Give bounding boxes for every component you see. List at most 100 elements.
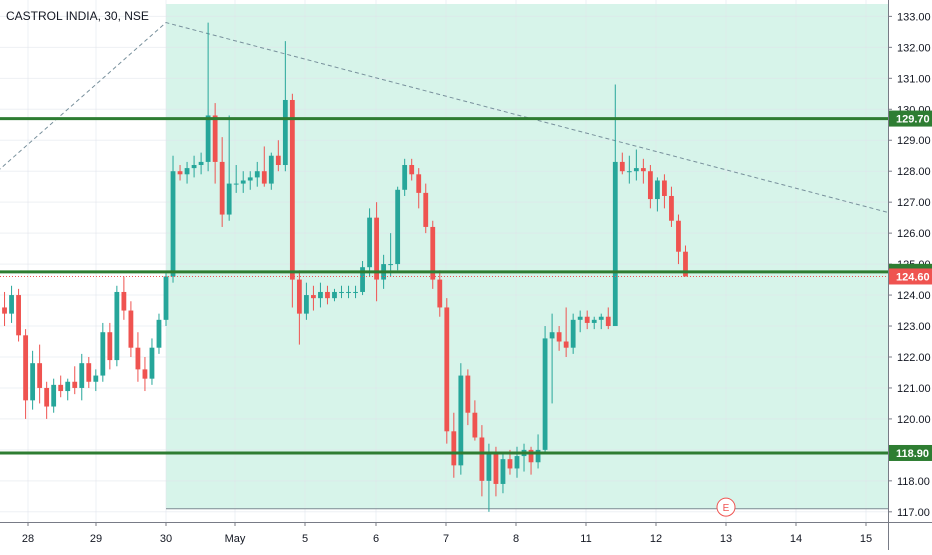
candle-body[interactable] [626, 171, 632, 173]
candle-body[interactable] [226, 183, 232, 215]
candle-body[interactable] [16, 295, 21, 336]
candle-body[interactable] [170, 171, 176, 277]
candle-body[interactable] [423, 192, 429, 227]
candle-body[interactable] [612, 161, 618, 327]
candle-body[interactable] [416, 174, 422, 193]
candle-body[interactable] [44, 387, 50, 407]
candle-body[interactable] [296, 279, 302, 314]
candle-body[interactable] [135, 347, 141, 370]
candle-body[interactable] [114, 291, 120, 361]
candle-body[interactable] [591, 319, 597, 323]
candle-body[interactable] [163, 276, 169, 320]
candle-body[interactable] [23, 335, 28, 401]
candle-body[interactable] [261, 171, 267, 184]
candle-body[interactable] [669, 195, 674, 221]
candle-body[interactable] [289, 99, 295, 280]
candle-body[interactable] [254, 171, 260, 178]
candle-body[interactable] [676, 220, 681, 252]
candle-body[interactable] [444, 307, 450, 432]
candle-body[interactable] [500, 459, 506, 484]
candle-body[interactable] [346, 291, 351, 293]
candle-body[interactable] [633, 168, 639, 172]
candle-body[interactable] [430, 226, 436, 280]
candle-body[interactable] [311, 295, 316, 299]
candle-body[interactable] [79, 363, 85, 388]
candle-body[interactable] [486, 452, 492, 481]
candle-body[interactable] [605, 316, 611, 327]
candle-body[interactable] [584, 316, 590, 323]
candle-body[interactable] [514, 456, 520, 469]
event-marker-icon[interactable] [716, 497, 736, 517]
candle-body[interactable] [542, 338, 548, 450]
candle-body[interactable] [598, 316, 604, 320]
candle-body[interactable] [198, 161, 204, 166]
candle-body[interactable] [577, 316, 583, 320]
candle-body[interactable] [233, 183, 239, 185]
candle-body[interactable] [191, 165, 197, 169]
candle-body[interactable] [535, 449, 541, 463]
candle-body[interactable] [332, 291, 337, 299]
candle-body[interactable] [325, 291, 330, 299]
candle-body[interactable] [318, 291, 323, 299]
candle-body[interactable] [121, 291, 127, 311]
candle-body[interactable] [65, 381, 71, 392]
candle-body[interactable] [353, 291, 358, 293]
candle-body[interactable] [556, 332, 562, 342]
candle-body[interactable] [177, 171, 183, 175]
candle-body[interactable] [58, 384, 64, 392]
candle-body[interactable] [472, 412, 478, 438]
candle-body[interactable] [184, 168, 190, 175]
candle-body[interactable] [493, 452, 499, 484]
candle-body[interactable] [275, 155, 281, 166]
candle-body[interactable] [563, 341, 569, 348]
candle-body[interactable] [247, 177, 253, 181]
candle-body[interactable] [9, 295, 14, 314]
candle-body[interactable] [240, 180, 246, 184]
candle-body[interactable] [570, 319, 576, 348]
candle-body[interactable] [528, 449, 534, 463]
time-axis-panel[interactable] [0, 522, 888, 550]
candle-body[interactable] [388, 264, 394, 266]
candle-body[interactable] [304, 295, 309, 314]
candle-body[interactable] [51, 384, 57, 407]
candle-body[interactable] [339, 291, 344, 293]
candle-body[interactable] [655, 180, 660, 200]
candle-body[interactable] [212, 115, 218, 162]
candle-body[interactable] [282, 99, 288, 166]
candle-body[interactable] [402, 165, 408, 190]
candle-body[interactable] [268, 155, 274, 184]
candle-body[interactable] [107, 332, 113, 361]
candle-body[interactable] [93, 375, 99, 382]
candle-body[interactable] [149, 347, 155, 379]
candle-body[interactable] [549, 332, 555, 339]
candle-body[interactable] [72, 381, 78, 388]
candle-body[interactable] [374, 217, 379, 280]
candle-body[interactable] [37, 363, 43, 388]
candle-body[interactable] [662, 180, 667, 196]
candle-body[interactable] [507, 459, 513, 469]
candle-body[interactable] [100, 332, 106, 376]
candle-body[interactable] [205, 115, 211, 162]
candle-body[interactable] [458, 375, 464, 466]
candle-body[interactable] [219, 161, 225, 215]
candle-body[interactable] [619, 161, 625, 172]
trendline[interactable] [0, 22, 897, 216]
candle-body[interactable] [395, 189, 401, 265]
candle-body[interactable] [86, 363, 92, 382]
candle-body[interactable] [128, 310, 134, 348]
candle-body[interactable] [451, 431, 457, 466]
candle-body[interactable] [437, 279, 443, 308]
candle-body[interactable] [142, 369, 148, 379]
candle-body[interactable] [479, 437, 485, 481]
candle-body[interactable] [30, 363, 36, 401]
candle-body[interactable] [647, 171, 653, 200]
candle-body[interactable] [367, 217, 372, 268]
candle-body[interactable] [683, 251, 688, 277]
candle-body[interactable] [409, 165, 415, 175]
candle-body[interactable] [360, 267, 365, 292]
candle-body[interactable] [2, 307, 7, 314]
candle-body[interactable] [640, 168, 646, 172]
candle-body[interactable] [156, 319, 162, 348]
